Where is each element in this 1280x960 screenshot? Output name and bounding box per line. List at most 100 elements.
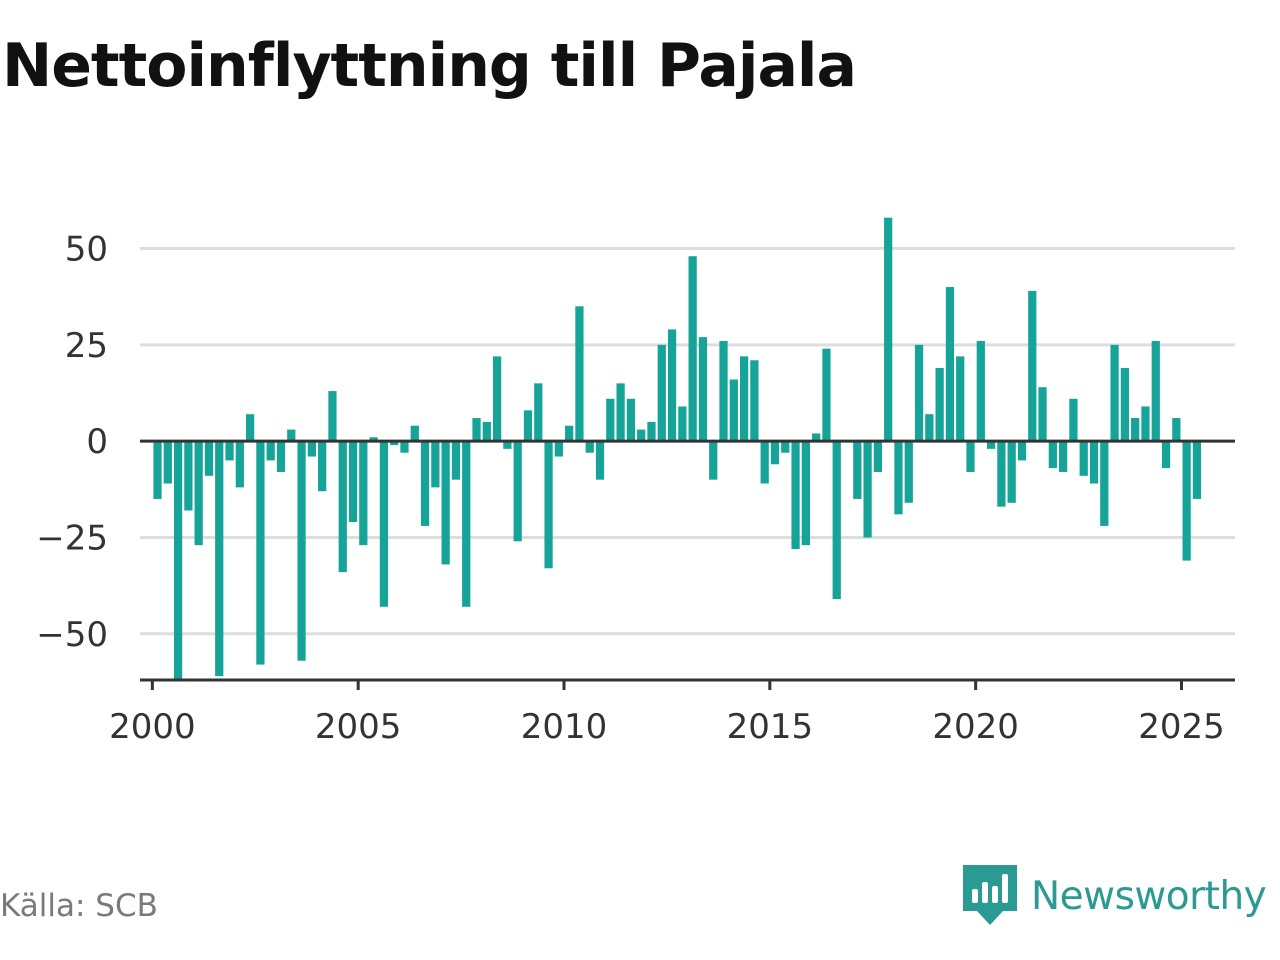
x-tick-label: 2025 <box>1138 707 1225 747</box>
bar <box>184 441 193 511</box>
bar <box>307 441 316 457</box>
bar <box>1048 441 1057 469</box>
bar <box>163 441 172 484</box>
bar <box>225 441 234 461</box>
bar <box>153 441 162 499</box>
source-label: Källa: SCB <box>0 888 158 924</box>
brand-name: Newsworthy <box>1031 873 1267 919</box>
bar <box>266 441 275 461</box>
bar <box>565 425 574 442</box>
bar <box>554 441 563 457</box>
bar <box>1120 367 1129 442</box>
bar <box>513 441 522 542</box>
bar <box>534 383 543 442</box>
bar <box>523 410 533 442</box>
bar <box>544 441 553 569</box>
bar <box>904 441 913 503</box>
bar <box>379 441 389 607</box>
bar <box>575 306 584 442</box>
x-tick-label: 2000 <box>109 707 196 747</box>
y-tick-label: 50 <box>65 230 108 270</box>
bar <box>1038 387 1047 442</box>
bar <box>338 441 347 573</box>
x-tick-label: 2005 <box>315 707 402 747</box>
y-tick-label: 25 <box>65 326 108 366</box>
bar <box>925 414 934 442</box>
bar <box>359 441 368 546</box>
bar <box>678 406 687 442</box>
bar <box>256 441 265 665</box>
bar <box>698 337 708 442</box>
bar <box>770 441 780 465</box>
x-tick-label: 2020 <box>932 707 1019 747</box>
bar <box>729 379 738 442</box>
bar <box>1161 441 1171 469</box>
bar <box>194 441 203 546</box>
bar <box>626 398 636 442</box>
brand-logo[interactable]: Newsworthy <box>963 864 1267 928</box>
bar <box>739 356 749 442</box>
y-tick-label: −25 <box>36 518 108 558</box>
x-tick-label: 2010 <box>521 707 608 747</box>
bar <box>863 441 872 538</box>
bar <box>1017 441 1027 461</box>
bar <box>276 441 286 472</box>
bar <box>1182 441 1191 561</box>
bar <box>441 441 450 565</box>
bar <box>492 356 502 442</box>
bar <box>997 441 1006 507</box>
bar <box>822 348 831 442</box>
bar <box>1007 441 1016 503</box>
bar <box>1069 398 1078 442</box>
bar <box>956 356 965 442</box>
bar <box>1089 441 1099 484</box>
bar <box>935 367 944 442</box>
bar <box>1131 418 1140 442</box>
bar <box>616 383 625 442</box>
bar <box>986 441 996 449</box>
y-axis: 50 25 0 −25 −50 <box>36 230 1235 655</box>
bar <box>585 441 594 453</box>
bar <box>966 441 975 472</box>
bar <box>606 398 615 442</box>
gridlines <box>140 247 1235 636</box>
bar <box>976 340 985 442</box>
bar <box>832 441 841 600</box>
bar <box>472 418 481 442</box>
bar <box>1172 418 1181 442</box>
bar <box>431 441 440 488</box>
bar <box>791 441 800 550</box>
bar <box>812 433 821 442</box>
bar <box>1079 441 1088 476</box>
bar <box>1059 441 1068 472</box>
bar <box>853 441 862 499</box>
bar <box>390 441 399 445</box>
bar <box>204 441 214 476</box>
bar <box>297 441 306 661</box>
bar <box>884 217 893 442</box>
bar <box>1110 344 1119 442</box>
bar <box>750 360 759 442</box>
bar <box>667 329 677 442</box>
bar <box>482 421 491 442</box>
chart-title: Nettoinflyttning till Pajala <box>2 31 857 101</box>
bar <box>914 344 924 442</box>
bar <box>215 441 224 677</box>
bar <box>410 425 419 442</box>
bar <box>420 441 430 526</box>
bar <box>801 441 810 546</box>
bar <box>1028 290 1037 442</box>
bar <box>1141 406 1150 442</box>
bar <box>873 441 883 472</box>
bar <box>1151 340 1160 442</box>
y-tick-label: −50 <box>36 615 108 655</box>
bar <box>462 441 471 607</box>
bar <box>657 344 666 442</box>
bar <box>400 441 409 453</box>
bars <box>153 217 1202 680</box>
bar <box>348 441 358 523</box>
bar <box>719 340 728 442</box>
bar <box>173 441 183 680</box>
bar <box>503 441 512 449</box>
